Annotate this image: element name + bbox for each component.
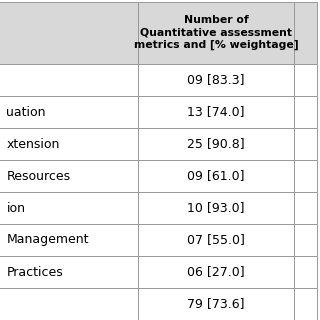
- Text: Resources: Resources: [6, 170, 70, 182]
- Bar: [138, 224, 294, 256]
- Bar: [0, 96, 138, 128]
- Bar: [294, 224, 317, 256]
- Bar: [138, 192, 294, 224]
- Bar: [0, 288, 138, 320]
- Bar: [138, 96, 294, 128]
- Bar: [138, 256, 294, 288]
- Bar: [0, 64, 138, 96]
- Text: 06 [27.0]: 06 [27.0]: [187, 266, 245, 278]
- Bar: [294, 256, 317, 288]
- Bar: [294, 192, 317, 224]
- Bar: [0, 256, 138, 288]
- Bar: [138, 64, 294, 96]
- Bar: [0, 128, 138, 160]
- Text: Management: Management: [6, 234, 89, 246]
- Text: 13 [74.0]: 13 [74.0]: [187, 106, 245, 118]
- Bar: [0, 2, 138, 64]
- Text: ion: ion: [6, 202, 25, 214]
- Text: Number of
Quantitative assessment
metrics and [% weightage]: Number of Quantitative assessment metric…: [134, 15, 298, 50]
- Bar: [138, 2, 294, 64]
- Text: 79 [73.6]: 79 [73.6]: [187, 298, 245, 310]
- Bar: [294, 2, 317, 64]
- Bar: [294, 160, 317, 192]
- Text: Practices: Practices: [6, 266, 63, 278]
- Bar: [294, 64, 317, 96]
- Text: 10 [93.0]: 10 [93.0]: [187, 202, 245, 214]
- Text: xtension: xtension: [6, 138, 60, 150]
- Bar: [0, 192, 138, 224]
- Bar: [294, 288, 317, 320]
- Bar: [138, 288, 294, 320]
- Bar: [138, 160, 294, 192]
- Text: 09 [61.0]: 09 [61.0]: [187, 170, 245, 182]
- Bar: [0, 160, 138, 192]
- Text: 07 [55.0]: 07 [55.0]: [187, 234, 245, 246]
- Text: 09 [83.3]: 09 [83.3]: [187, 74, 245, 86]
- Text: uation: uation: [6, 106, 46, 118]
- Text: 25 [90.8]: 25 [90.8]: [187, 138, 245, 150]
- Bar: [138, 128, 294, 160]
- Bar: [0, 224, 138, 256]
- Bar: [294, 96, 317, 128]
- Bar: [294, 128, 317, 160]
